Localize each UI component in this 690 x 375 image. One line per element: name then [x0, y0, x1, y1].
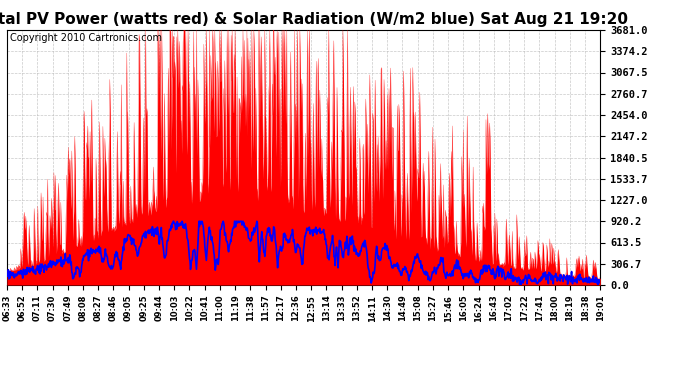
Title: Total PV Power (watts red) & Solar Radiation (W/m2 blue) Sat Aug 21 19:20: Total PV Power (watts red) & Solar Radia… [0, 12, 628, 27]
Text: Copyright 2010 Cartronics.com: Copyright 2010 Cartronics.com [10, 33, 162, 42]
